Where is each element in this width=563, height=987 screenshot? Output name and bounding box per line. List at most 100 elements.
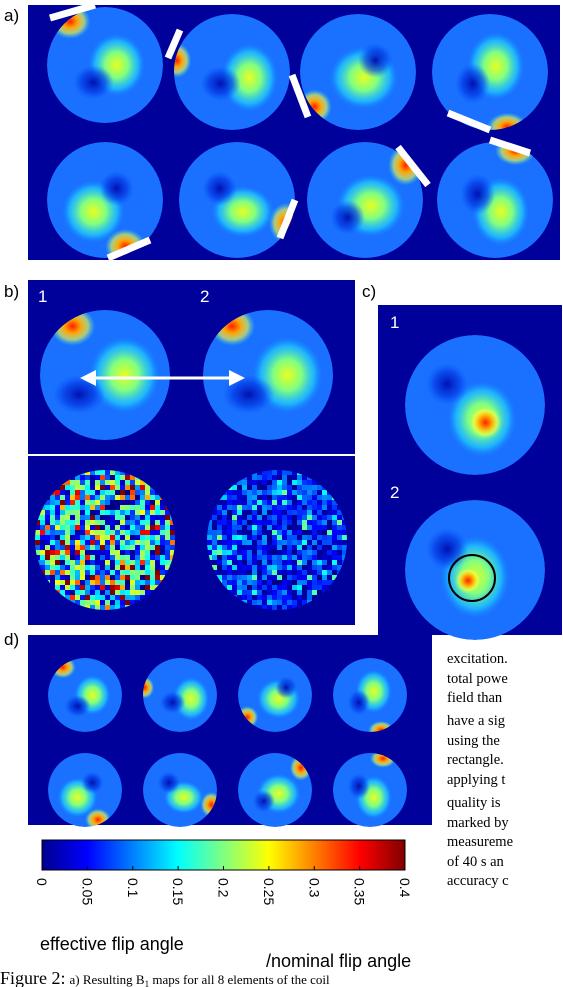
noise-pixel	[105, 490, 110, 495]
noise-pixel	[140, 490, 145, 495]
noise-pixel	[80, 545, 85, 550]
noise-pixel	[327, 550, 332, 555]
noise-pixel	[160, 505, 165, 510]
noise-pixel	[232, 515, 237, 520]
map-blob	[468, 405, 503, 440]
noise-pixel	[292, 585, 297, 590]
noise-pixel	[40, 530, 45, 535]
noise-pixel	[135, 500, 140, 505]
noise-pixel	[267, 485, 272, 490]
noise-pixel	[272, 505, 277, 510]
noise-pixel	[170, 545, 175, 550]
noise-pixel	[115, 550, 120, 555]
noise-pixel	[55, 575, 60, 580]
noise-pixel	[287, 480, 292, 485]
noise-pixel	[252, 585, 257, 590]
noise-pixel	[155, 505, 160, 510]
noise-pixel	[70, 485, 75, 490]
noise-pixel	[267, 535, 272, 540]
noise-pixel	[55, 550, 60, 555]
noise-pixel	[95, 470, 100, 475]
noise-pixel	[95, 555, 100, 560]
noise-pixel	[262, 500, 267, 505]
noise-pixel	[120, 595, 125, 600]
noise-pixel	[100, 575, 105, 580]
noise-pixel	[287, 550, 292, 555]
noise-pixel	[237, 535, 242, 540]
noise-pixel	[272, 500, 277, 505]
noise-pixel	[242, 515, 247, 520]
noise-pixel	[312, 555, 317, 560]
noise-pixel	[140, 575, 145, 580]
noise-pixel	[125, 490, 130, 495]
noise-pixel	[105, 520, 110, 525]
noise-pixel	[60, 585, 65, 590]
noise-pixel	[262, 505, 267, 510]
noise-pixel	[165, 545, 170, 550]
noise-pixel	[212, 560, 217, 565]
noise-pixel	[60, 560, 65, 565]
noise-pixel	[130, 540, 135, 545]
noise-pixel	[100, 510, 105, 515]
noise-pixel	[237, 490, 242, 495]
noise-pixel	[267, 540, 272, 545]
noise-pixel	[120, 535, 125, 540]
noise-pixel	[130, 530, 135, 535]
noise-pixel	[312, 485, 317, 490]
body-text-line: excitation.	[447, 651, 508, 667]
noise-pixel	[110, 560, 115, 565]
noise-pixel	[302, 495, 307, 500]
noise-pixel	[135, 485, 140, 490]
noise-pixel	[95, 480, 100, 485]
noise-pixel	[312, 540, 317, 545]
noise-pixel	[262, 590, 267, 595]
noise-pixel	[40, 535, 45, 540]
noise-pixel	[105, 485, 110, 490]
noise-pixel	[312, 575, 317, 580]
noise-pixel	[217, 530, 222, 535]
noise-pixel	[242, 560, 247, 565]
noise-pixel	[145, 500, 150, 505]
noise-pixel	[130, 490, 135, 495]
noise-pixel	[277, 575, 282, 580]
noise-pixel	[135, 585, 140, 590]
noise-pixel	[272, 475, 277, 480]
noise-pixel	[95, 510, 100, 515]
noise-pixel	[65, 505, 70, 510]
noise-pixel	[257, 575, 262, 580]
noise-pixel	[272, 490, 277, 495]
noise-pixel	[120, 580, 125, 585]
noise-pixel	[277, 485, 282, 490]
noise-pixel	[262, 475, 267, 480]
noise-pixel	[110, 550, 115, 555]
noise-pixel	[95, 525, 100, 530]
noise-pixel	[277, 515, 282, 520]
noise-pixel	[125, 565, 130, 570]
noise-pixel	[287, 535, 292, 540]
noise-pixel	[70, 580, 75, 585]
noise-pixel	[282, 530, 287, 535]
noise-pixel	[292, 530, 297, 535]
noise-pixel	[115, 505, 120, 510]
noise-pixel	[282, 580, 287, 585]
noise-pixel	[317, 565, 322, 570]
noise-pixel	[252, 505, 257, 510]
noise-pixel	[60, 570, 65, 575]
noise-pixel	[75, 505, 80, 510]
noise-pixel	[80, 570, 85, 575]
noise-pixel	[287, 515, 292, 520]
noise-pixel	[145, 520, 150, 525]
noise-pixel	[232, 530, 237, 535]
noise-pixel	[307, 580, 312, 585]
noise-pixel	[105, 605, 110, 610]
noise-pixel	[257, 525, 262, 530]
noise-pixel	[100, 565, 105, 570]
noise-pixel	[55, 570, 60, 575]
noise-pixel	[90, 565, 95, 570]
noise-pixel	[247, 570, 252, 575]
noise-pixel	[145, 515, 150, 520]
noise-pixel	[155, 545, 160, 550]
noise-pixel	[75, 560, 80, 565]
noise-pixel	[115, 525, 120, 530]
noise-pixel	[65, 535, 70, 540]
